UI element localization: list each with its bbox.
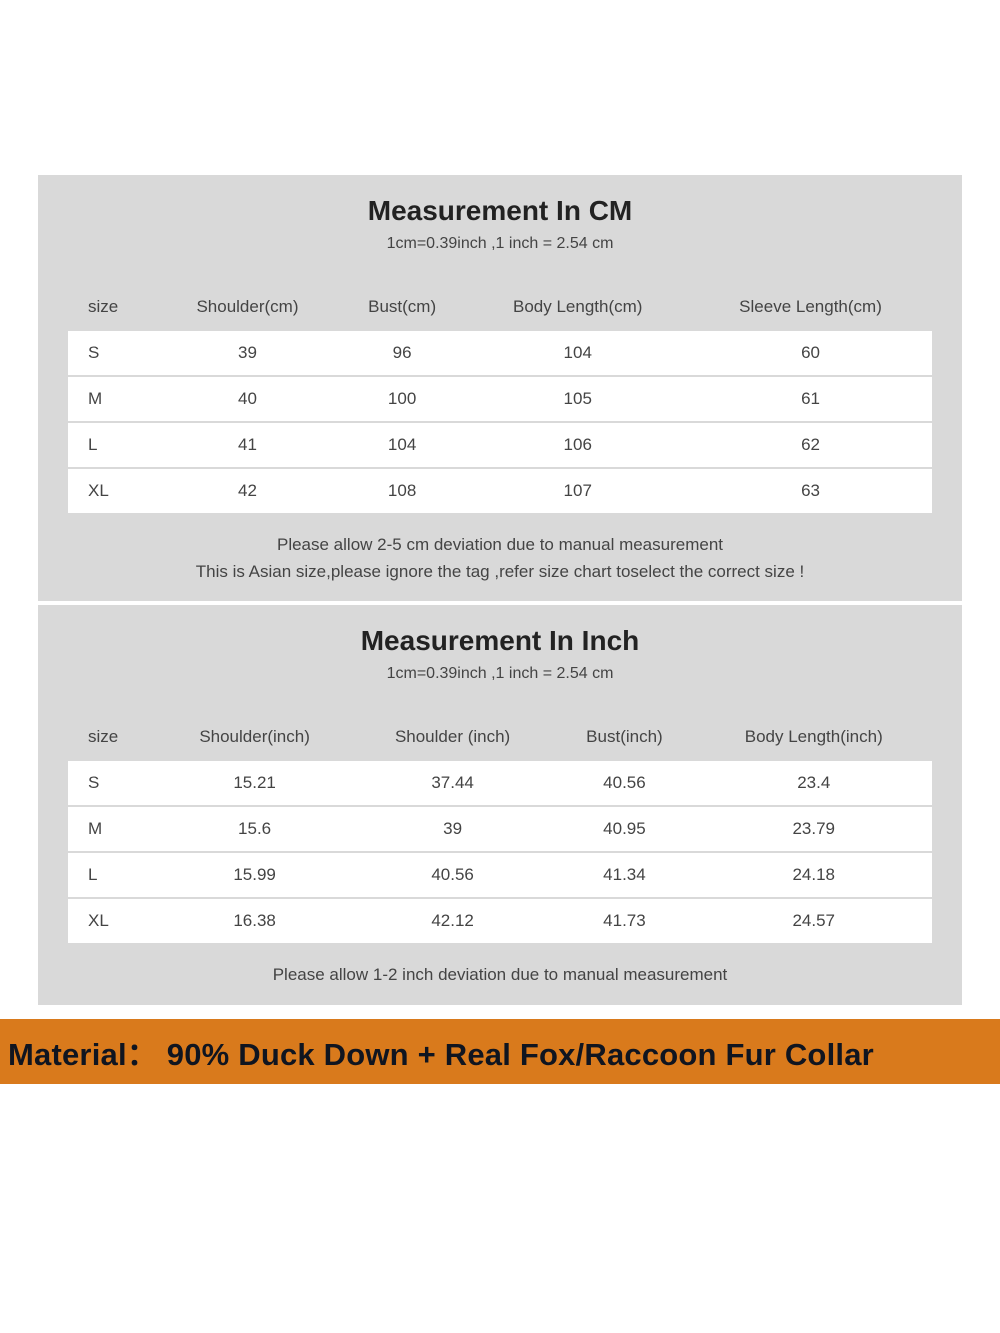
inch-col-bodylength: Body Length(inch) (695, 713, 932, 761)
table-row: M 15.6 39 40.95 23.79 (68, 806, 932, 852)
cm-cell: L (68, 422, 157, 468)
inch-subtitle: 1cm=0.39inch ,1 inch = 2.54 cm (68, 665, 932, 683)
cm-col-size: size (68, 283, 157, 331)
measurement-cm-section: Measurement In CM 1cm=0.39inch ,1 inch =… (38, 175, 962, 601)
bottom-spacer (0, 1084, 1000, 1333)
inch-cell: L (68, 852, 157, 898)
top-spacer (0, 0, 1000, 175)
inch-header-row: size Shoulder(inch) Shoulder (inch) Bust… (68, 713, 932, 761)
inch-col-size: size (68, 713, 157, 761)
inch-note: Please allow 1-2 inch deviation due to m… (68, 945, 932, 994)
cm-cell: 62 (689, 422, 932, 468)
cm-col-bodylength: Body Length(cm) (466, 283, 689, 331)
material-bar: Material： 90% Duck Down + Real Fox/Racco… (0, 1019, 1000, 1084)
inch-cell: S (68, 761, 157, 806)
inch-cell: 15.21 (157, 761, 351, 806)
cm-cell: 40 (157, 376, 338, 422)
cm-header-row: size Shoulder(cm) Bust(cm) Body Length(c… (68, 283, 932, 331)
cm-cell: 63 (689, 468, 932, 514)
cm-cell: 100 (338, 376, 467, 422)
inch-col-shoulder2: Shoulder (inch) (352, 713, 554, 761)
inch-cell: 41.73 (553, 898, 695, 944)
table-row: M 40 100 105 61 (68, 376, 932, 422)
cm-title: Measurement In CM (68, 195, 932, 227)
inch-cell: M (68, 806, 157, 852)
inch-col-shoulder1: Shoulder(inch) (157, 713, 351, 761)
inch-table: size Shoulder(inch) Shoulder (inch) Bust… (68, 713, 932, 945)
inch-cell: 39 (352, 806, 554, 852)
inch-col-bust: Bust(inch) (553, 713, 695, 761)
inch-cell: 24.18 (695, 852, 932, 898)
table-row: XL 16.38 42.12 41.73 24.57 (68, 898, 932, 944)
cm-cell: 108 (338, 468, 467, 514)
table-row: L 15.99 40.56 41.34 24.18 (68, 852, 932, 898)
cm-cell: 105 (466, 376, 689, 422)
cm-cell: 96 (338, 331, 467, 376)
cm-cell: 39 (157, 331, 338, 376)
inch-cell: 40.56 (553, 761, 695, 806)
inch-cell: XL (68, 898, 157, 944)
cm-note-line2: This is Asian size,please ignore the tag… (196, 562, 805, 581)
inch-title: Measurement In Inch (68, 625, 932, 657)
table-row: L 41 104 106 62 (68, 422, 932, 468)
page-container: Measurement In CM 1cm=0.39inch ,1 inch =… (0, 0, 1000, 1333)
cm-cell: 106 (466, 422, 689, 468)
cm-note-line1: Please allow 2-5 cm deviation due to man… (277, 535, 723, 554)
cm-cell: 42 (157, 468, 338, 514)
cm-cell: M (68, 376, 157, 422)
measurement-inch-section: Measurement In Inch 1cm=0.39inch ,1 inch… (38, 605, 962, 1004)
cm-cell: XL (68, 468, 157, 514)
inch-cell: 41.34 (553, 852, 695, 898)
inch-cell: 16.38 (157, 898, 351, 944)
cm-note: Please allow 2-5 cm deviation due to man… (68, 515, 932, 591)
cm-col-sleevelength: Sleeve Length(cm) (689, 283, 932, 331)
cm-table: size Shoulder(cm) Bust(cm) Body Length(c… (68, 283, 932, 515)
inch-note-line1: Please allow 1-2 inch deviation due to m… (273, 965, 728, 984)
inch-cell: 24.57 (695, 898, 932, 944)
inch-cell: 15.6 (157, 806, 351, 852)
cm-cell: 104 (338, 422, 467, 468)
inch-cell: 40.56 (352, 852, 554, 898)
cm-cell: 61 (689, 376, 932, 422)
table-row: S 15.21 37.44 40.56 23.4 (68, 761, 932, 806)
inch-cell: 23.79 (695, 806, 932, 852)
cm-cell: 104 (466, 331, 689, 376)
cm-cell: 107 (466, 468, 689, 514)
inch-cell: 15.99 (157, 852, 351, 898)
inch-cell: 23.4 (695, 761, 932, 806)
cm-col-shoulder: Shoulder(cm) (157, 283, 338, 331)
table-row: XL 42 108 107 63 (68, 468, 932, 514)
inch-cell: 40.95 (553, 806, 695, 852)
cm-cell: S (68, 331, 157, 376)
cm-cell: 60 (689, 331, 932, 376)
cm-col-bust: Bust(cm) (338, 283, 467, 331)
table-row: S 39 96 104 60 (68, 331, 932, 376)
cm-subtitle: 1cm=0.39inch ,1 inch = 2.54 cm (68, 235, 932, 253)
inch-cell: 37.44 (352, 761, 554, 806)
inch-cell: 42.12 (352, 898, 554, 944)
cm-cell: 41 (157, 422, 338, 468)
